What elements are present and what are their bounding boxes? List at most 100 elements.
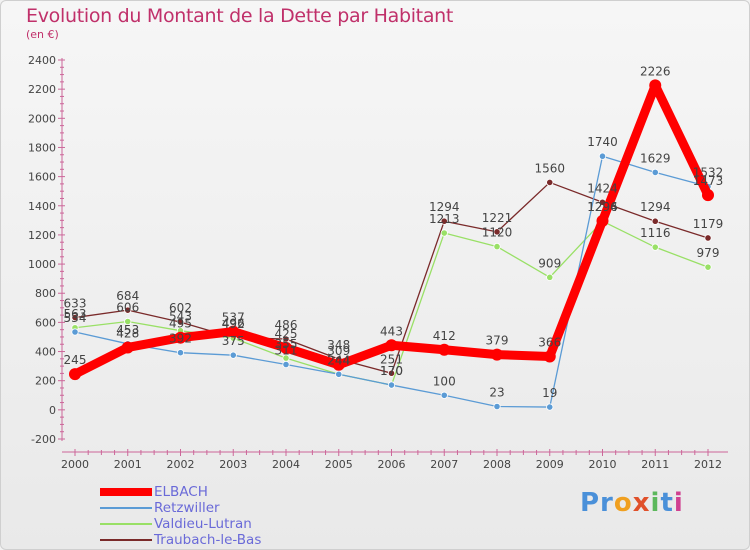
data-point	[598, 152, 607, 160]
data-point	[71, 313, 79, 322]
data-label: 537	[222, 311, 245, 325]
y-tick-label: 1400	[28, 200, 56, 213]
legend-swatch	[100, 539, 152, 541]
data-label: 412	[433, 329, 456, 343]
data-point	[124, 306, 132, 314]
data-point	[440, 391, 448, 399]
data-point	[651, 168, 659, 176]
data-label: 453	[116, 323, 139, 337]
x-tick-label: 2001	[114, 458, 142, 471]
logo-letter: t	[660, 488, 674, 518]
x-tick-label: 2011	[641, 458, 669, 471]
data-label: 633	[64, 297, 87, 311]
data-point	[438, 343, 451, 356]
data-label: 311	[275, 344, 298, 358]
data-point	[440, 229, 448, 237]
data-point	[546, 273, 554, 281]
data-point	[69, 368, 81, 381]
data-label: 496	[222, 317, 245, 331]
data-label: 379	[486, 334, 509, 348]
x-tick-label: 2007	[430, 458, 458, 471]
x-tick-label: 2000	[61, 458, 89, 471]
data-point	[440, 217, 448, 225]
logo-letter: x	[632, 488, 651, 518]
data-point	[227, 325, 240, 338]
data-label: 1473	[693, 174, 724, 188]
data-point	[493, 402, 501, 411]
data-label: 19	[542, 386, 557, 400]
data-label: 492	[222, 317, 245, 331]
logo-letter: i	[650, 488, 661, 518]
data-point	[704, 234, 712, 242]
data-label: 366	[538, 335, 561, 349]
data-point	[649, 79, 662, 92]
data-point	[385, 339, 398, 352]
data-point	[491, 348, 503, 361]
data-point	[704, 263, 712, 271]
data-label: 1294	[640, 200, 671, 214]
data-label: 1179	[693, 217, 724, 231]
data-point	[121, 341, 134, 354]
data-label: 1296	[587, 200, 618, 214]
y-tick-label: 2200	[28, 83, 56, 96]
data-label: 170	[380, 364, 403, 378]
data-label: 684	[116, 289, 139, 303]
data-label: 392	[169, 332, 192, 346]
data-label: 309	[327, 344, 350, 358]
data-label: 425	[275, 327, 298, 341]
x-tick-label: 2003	[219, 458, 247, 471]
legend-swatch	[100, 523, 152, 525]
data-label: 443	[380, 324, 403, 338]
legend-label: ELBACH	[154, 484, 208, 500]
data-label: 1740	[587, 135, 618, 149]
proxiti-logo: Proxiti	[580, 488, 684, 518]
data-label: 355	[275, 337, 298, 351]
data-label: 1294	[429, 200, 460, 214]
data-label: 170	[380, 364, 403, 378]
y-tick-label: 600	[35, 316, 56, 329]
y-tick-label: 200	[35, 375, 56, 388]
legend-label: Valdieu-Lutran	[154, 516, 252, 532]
data-point	[543, 350, 556, 363]
data-point	[332, 358, 345, 371]
y-tick-label: 2400	[28, 54, 56, 67]
x-tick-label: 2008	[483, 458, 511, 471]
data-point	[282, 360, 290, 369]
y-tick-label: 1600	[28, 171, 56, 184]
data-point	[493, 242, 501, 251]
data-label: 428	[116, 326, 139, 340]
data-point	[387, 369, 396, 377]
x-tick-label: 2010	[589, 458, 617, 471]
data-label: 245	[64, 353, 87, 367]
data-label: 1560	[534, 161, 565, 175]
y-tick-label: 1800	[28, 141, 56, 154]
x-tick-label: 2009	[536, 458, 564, 471]
data-point	[651, 217, 659, 225]
data-label: 1213	[429, 212, 460, 226]
y-tick-label: 1200	[28, 229, 56, 242]
data-labels-layer: 245 428 495 537 425 309 443 412 379 366 1296 2226 14…	[64, 64, 724, 400]
x-tick-label: 2012	[694, 458, 722, 471]
data-label: 563	[64, 307, 87, 321]
y-tick-label: 400	[35, 346, 56, 359]
data-point	[280, 341, 292, 354]
data-label: 486	[275, 318, 298, 332]
data-point	[176, 349, 185, 357]
data-point	[651, 243, 659, 251]
data-label: 23	[489, 385, 504, 399]
data-label: 244	[327, 353, 350, 367]
data-point	[493, 228, 501, 236]
data-label: 543	[169, 310, 192, 324]
series-layer	[69, 79, 714, 411]
data-label: 375	[222, 334, 245, 348]
data-label: 909	[538, 256, 561, 270]
data-label: 348	[327, 338, 350, 352]
data-point	[176, 318, 185, 326]
x-tick-label: 2002	[167, 458, 195, 471]
data-label: 495	[169, 317, 192, 331]
chart-subtitle: (en €)	[26, 28, 59, 41]
data-label: 1221	[482, 211, 513, 225]
data-label: 534	[64, 311, 87, 325]
